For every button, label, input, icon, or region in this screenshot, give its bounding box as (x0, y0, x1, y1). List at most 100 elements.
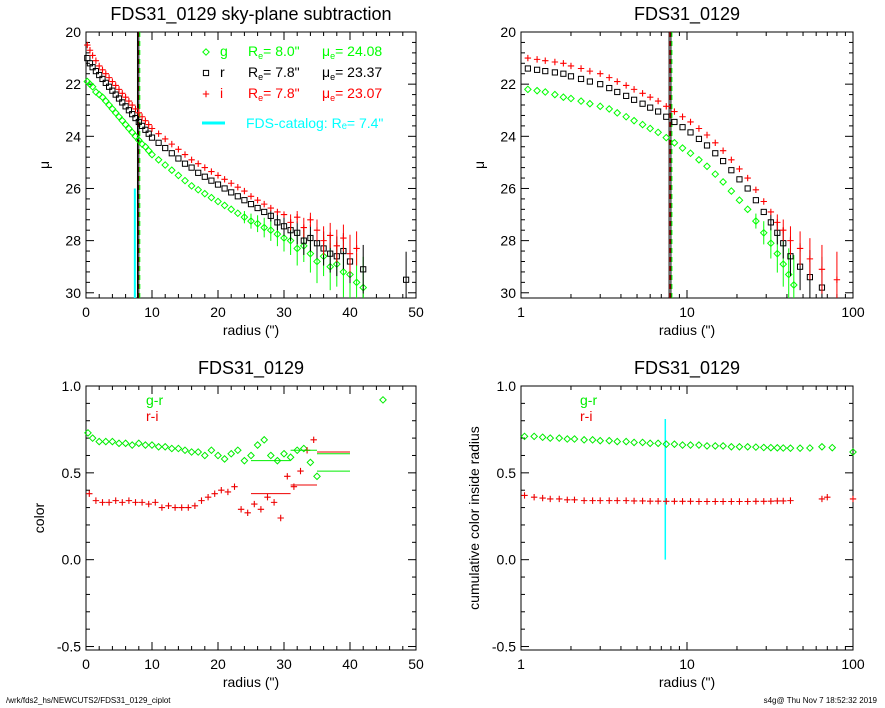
data-point (622, 497, 630, 504)
data-point (261, 200, 268, 208)
data-point (313, 472, 321, 481)
data-point (346, 250, 354, 257)
data-point (152, 499, 159, 506)
data-point (780, 497, 787, 505)
data-point (524, 65, 531, 72)
data-point (678, 441, 687, 449)
x-tick-label: 100 (841, 304, 865, 320)
data-point (712, 498, 719, 505)
data-point (175, 155, 182, 162)
legend-band: i (220, 85, 223, 101)
data-point (231, 483, 238, 490)
data-point (588, 435, 597, 444)
data-point (181, 151, 189, 158)
data-point (280, 223, 288, 230)
data-point (760, 498, 767, 505)
y-tick-label: 0.5 (62, 465, 82, 481)
data-point (200, 189, 209, 198)
data-point (703, 142, 711, 149)
data-point (112, 497, 119, 504)
data-point (663, 113, 670, 120)
data-point (333, 242, 340, 250)
y-axis-label: cumulative color inside radius (466, 426, 482, 610)
data-point (787, 497, 794, 504)
data-point (580, 435, 589, 444)
data-point (211, 490, 218, 497)
data-point (115, 439, 123, 448)
data-point (767, 497, 775, 505)
data-point (833, 276, 841, 283)
data-point (274, 219, 281, 226)
x-tick-label: 20 (210, 656, 226, 672)
data-point (99, 75, 106, 83)
data-point (145, 130, 152, 137)
data-point (728, 167, 735, 174)
y-tick-label: 20 (500, 24, 516, 40)
data-point (639, 90, 646, 97)
data-point (744, 185, 751, 192)
data-point (564, 496, 571, 503)
data-point (307, 234, 314, 242)
data-point (320, 237, 327, 244)
data-point (570, 435, 579, 443)
data-point (828, 443, 837, 452)
data-point (273, 456, 282, 465)
data-point (105, 499, 113, 506)
data-point (208, 168, 215, 175)
data-point (155, 139, 162, 146)
data-point (639, 100, 646, 107)
data-point (773, 249, 782, 258)
data-point (135, 109, 142, 117)
data-point (597, 70, 604, 77)
data-point (751, 443, 760, 452)
data-point (167, 166, 176, 175)
data-point (98, 93, 107, 102)
data-point (161, 442, 170, 451)
data-point (671, 108, 678, 115)
data-point (310, 436, 317, 444)
data-point (687, 118, 694, 126)
chart-title: FDS31_0129 sky-plane subtraction (110, 4, 391, 25)
data-point (786, 444, 795, 453)
data-point (154, 442, 163, 451)
data-point (743, 442, 752, 451)
data-point (646, 124, 655, 133)
x-axis-label: radius (") (223, 322, 279, 338)
data-point (195, 160, 202, 167)
data-point (695, 498, 703, 505)
y-axis-label: μ (36, 161, 52, 169)
data-point (115, 112, 123, 121)
data-point (105, 74, 113, 81)
data-point (779, 444, 788, 452)
data-point (207, 193, 216, 202)
data-point (185, 504, 192, 511)
data-point (307, 216, 314, 223)
data-point (533, 86, 541, 95)
y-tick-label: 22 (65, 76, 81, 92)
data-point (686, 149, 695, 158)
data-point (662, 133, 671, 142)
data-point (687, 129, 694, 136)
data-point (524, 54, 532, 62)
data-point (155, 130, 162, 137)
data-point (227, 205, 236, 214)
data-point (266, 226, 275, 235)
legend-label: r-i (146, 408, 158, 424)
data-point (541, 88, 550, 96)
data-point (327, 232, 334, 239)
data-point (119, 499, 126, 506)
data-point (551, 69, 558, 76)
data-point (280, 449, 288, 458)
data-point (89, 52, 96, 59)
plot-frame (520, 31, 854, 299)
data-point (201, 164, 208, 171)
data-point (744, 174, 751, 182)
data-point (188, 164, 195, 171)
data-point (89, 64, 96, 71)
legend-marker (202, 48, 210, 56)
y-tick-label: 24 (500, 128, 516, 144)
data-point (613, 437, 622, 446)
data-point (131, 132, 140, 141)
data-point (118, 116, 127, 125)
data-point (274, 208, 281, 216)
